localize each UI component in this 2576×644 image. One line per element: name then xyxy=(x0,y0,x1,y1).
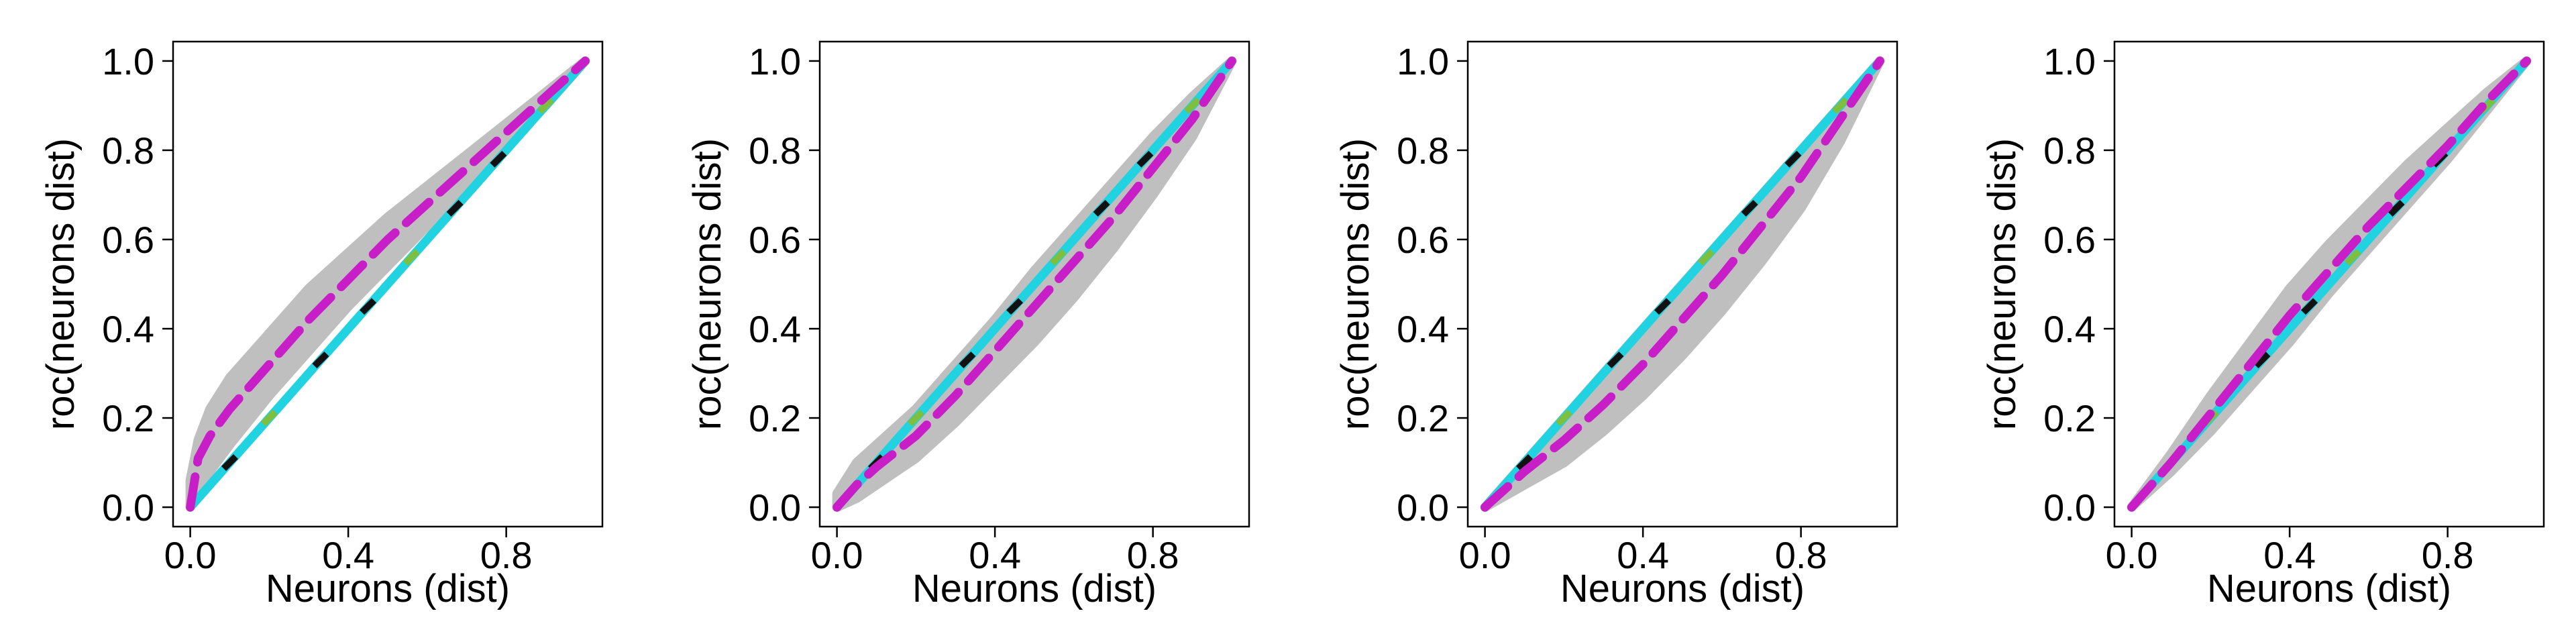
y-axis-title: roc(neurons dist) xyxy=(39,138,83,430)
diagonal-marker xyxy=(221,454,239,472)
y-tick-label: 0.6 xyxy=(102,219,154,261)
plot-frame xyxy=(1466,40,1898,528)
y-tick-label: 0.0 xyxy=(2043,486,2096,529)
y-tick-label: 0.6 xyxy=(1397,219,1449,261)
diagonal-marker xyxy=(1607,352,1624,369)
diagonal-marker xyxy=(1555,409,1572,427)
diagonal-marker xyxy=(1183,97,1201,114)
x-tick-label: 0.4 xyxy=(322,534,374,576)
y-axis-title: roc(neurons dist) xyxy=(686,138,729,430)
y-tick-label: 1.0 xyxy=(749,40,801,83)
x-axis-title: Neurons (dist) xyxy=(1560,567,1805,610)
diagonal-marker xyxy=(2301,298,2318,315)
x-axis-title: Neurons (dist) xyxy=(266,567,510,610)
y-tick-label: 0.6 xyxy=(2043,219,2096,261)
diagonal-line xyxy=(186,56,590,512)
y-tick-label: 0.4 xyxy=(1397,308,1449,350)
diagonal-line xyxy=(833,56,1236,512)
diagonal-marker xyxy=(446,199,464,217)
y-tick-label: 0.2 xyxy=(102,397,154,439)
y-axis-title: roc(neurons dist) xyxy=(1334,138,1377,430)
y-tick-label: 1.0 xyxy=(1397,40,1449,83)
diagonal-marker xyxy=(907,409,924,427)
diagonal-marker xyxy=(2253,352,2271,369)
diagonal-marker xyxy=(1093,199,1110,217)
y-tick-label: 0.6 xyxy=(749,219,801,261)
diagonal-marker xyxy=(2387,199,2405,217)
y-tick-label: 0.2 xyxy=(2043,397,2096,439)
roc-line xyxy=(833,56,1236,512)
y-tick-label: 0.0 xyxy=(749,486,801,529)
diagonal-marker xyxy=(260,409,278,427)
diagonal-marker xyxy=(490,150,507,168)
diagonal-marker xyxy=(1784,150,1802,168)
x-tick-label: 0.0 xyxy=(811,534,863,576)
roc-line xyxy=(1481,56,1884,512)
diagonal-marker xyxy=(1515,454,1534,472)
y-tick-label: 0.4 xyxy=(2043,308,2096,350)
x-tick-label: 0.0 xyxy=(164,534,217,576)
y-tick-label: 0.8 xyxy=(749,129,801,172)
diagonal-marker xyxy=(537,97,555,114)
roc-line xyxy=(186,56,590,512)
diagonal-marker xyxy=(402,249,420,266)
x-tick-label: 0.4 xyxy=(2263,534,2316,576)
y-tick-label: 1.0 xyxy=(102,40,154,83)
y-axis-title: roc(neurons dist) xyxy=(1980,138,2024,430)
y-tick-label: 0.2 xyxy=(749,397,801,439)
x-axis-title: Neurons (dist) xyxy=(912,567,1157,610)
diagonal-marker xyxy=(2344,249,2361,266)
x-tick-label: 0.0 xyxy=(1459,534,1511,576)
diagonal-marker xyxy=(312,352,329,369)
x-tick-label: 0.4 xyxy=(969,534,1021,576)
plot-frame xyxy=(818,40,1250,528)
y-tick-label: 0.0 xyxy=(102,486,154,529)
diagonal-marker xyxy=(1136,150,1154,168)
x-tick-label: 0.0 xyxy=(2106,534,2158,576)
diagonal-marker xyxy=(1006,298,1024,315)
x-tick-label: 0.4 xyxy=(1617,534,1669,576)
y-tick-label: 0.4 xyxy=(102,308,154,350)
y-tick-label: 0.0 xyxy=(1397,486,1449,529)
plot-frame xyxy=(172,40,604,528)
diagonal-marker xyxy=(1697,249,1715,266)
plot-frame xyxy=(2113,40,2545,528)
diagonal-marker xyxy=(959,352,976,369)
y-tick-label: 0.4 xyxy=(749,308,801,350)
diagonal-marker xyxy=(1831,97,1849,114)
y-tick-label: 0.8 xyxy=(2043,129,2096,172)
diagonal-marker xyxy=(1049,249,1067,266)
y-tick-label: 1.0 xyxy=(2043,40,2096,83)
x-axis-title: Neurons (dist) xyxy=(2207,567,2451,610)
diagonal-marker xyxy=(360,298,377,315)
y-tick-label: 0.8 xyxy=(1397,129,1449,172)
diagonal-marker xyxy=(1654,298,1672,315)
x-tick-label: 0.8 xyxy=(1775,534,1827,576)
diagonal-line xyxy=(1481,56,1884,512)
x-tick-label: 0.8 xyxy=(1127,534,1179,576)
x-tick-label: 0.8 xyxy=(2422,534,2474,576)
roc-line xyxy=(2127,56,2531,512)
x-tick-label: 0.8 xyxy=(480,534,533,576)
y-tick-label: 0.8 xyxy=(102,129,154,172)
diagonal-marker xyxy=(1741,199,1758,217)
y-tick-label: 0.2 xyxy=(1397,397,1449,439)
